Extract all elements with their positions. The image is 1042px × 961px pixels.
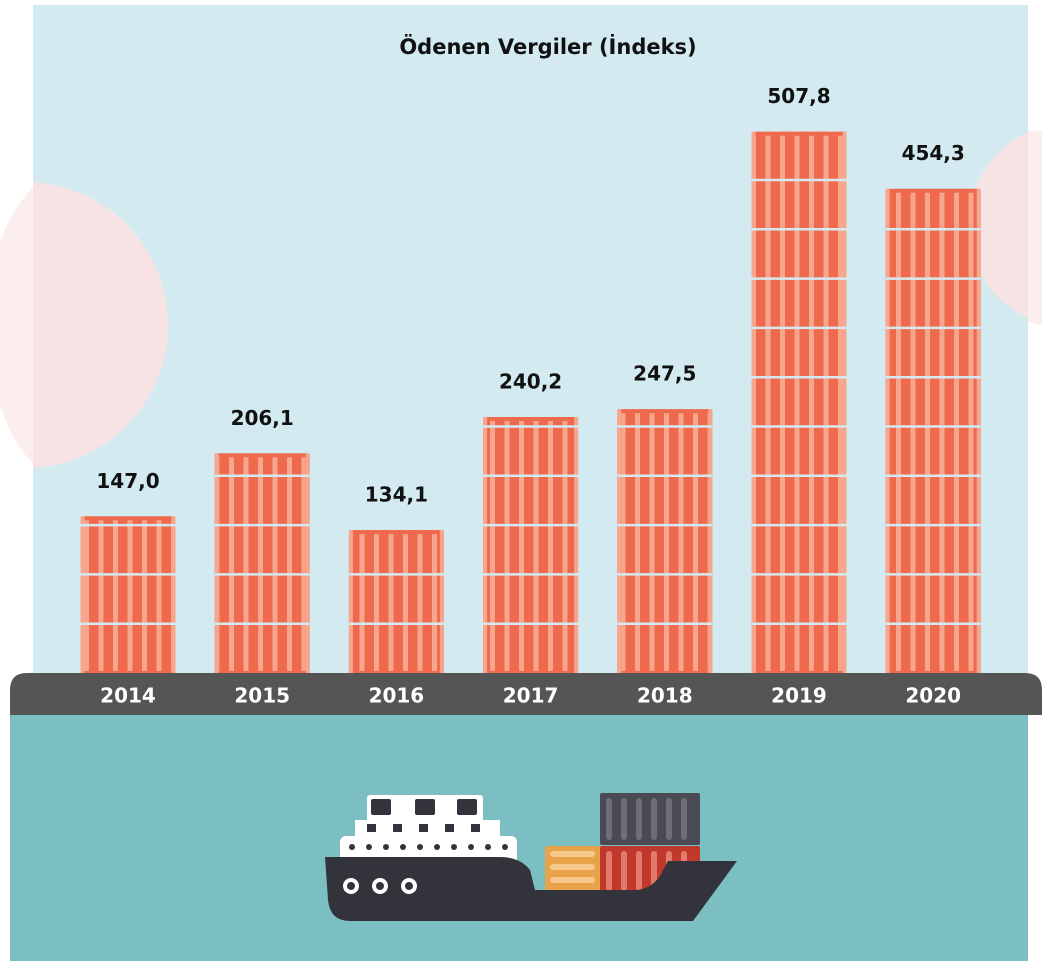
bar-edge xyxy=(349,530,353,673)
bar-stripes xyxy=(487,421,574,671)
x-tick-label: 2018 xyxy=(637,684,693,708)
chart: Ödenen Vergiler (İndeks) xyxy=(0,0,1042,961)
sea xyxy=(10,715,1028,961)
bar-edge xyxy=(617,409,621,673)
bar-edge xyxy=(81,516,85,673)
decor-circle xyxy=(1028,130,1042,326)
value-label: 454,3 xyxy=(902,141,965,165)
ship-window xyxy=(415,799,435,815)
decor-circle xyxy=(0,187,33,464)
value-label: 240,2 xyxy=(499,369,562,393)
ship-window xyxy=(457,799,477,815)
bar-edge xyxy=(574,417,578,673)
bar-stripes xyxy=(756,136,843,671)
bar-edge xyxy=(977,189,981,673)
ship-window xyxy=(371,799,391,815)
x-tick-label: 2014 xyxy=(100,684,156,708)
bar-stripes xyxy=(353,534,440,671)
bar-stripes xyxy=(890,193,977,671)
bar-stripes xyxy=(219,457,306,671)
bar-stripes xyxy=(85,520,172,671)
bar-edge xyxy=(886,189,890,673)
container-ribs xyxy=(550,851,595,883)
bar-edge xyxy=(306,453,310,673)
bar-edge xyxy=(215,453,219,673)
value-label: 134,1 xyxy=(365,483,428,507)
bar-edge xyxy=(708,409,712,673)
bar-edge xyxy=(440,530,444,673)
value-label: 147,0 xyxy=(96,469,159,493)
value-label: 247,5 xyxy=(633,362,696,386)
value-label: 507,8 xyxy=(767,84,830,108)
bar-edge xyxy=(172,516,176,673)
value-label: 206,1 xyxy=(231,406,294,430)
x-tick-label: 2016 xyxy=(369,684,425,708)
x-tick-label: 2017 xyxy=(503,684,559,708)
bar-edge xyxy=(752,132,756,673)
x-tick-label: 2020 xyxy=(905,684,961,708)
bar-edge xyxy=(843,132,847,673)
chart-title: Ödenen Vergiler (İndeks) xyxy=(399,34,696,59)
bar-edge xyxy=(483,417,487,673)
x-tick-label: 2015 xyxy=(234,684,290,708)
bar-stripes xyxy=(621,413,708,671)
x-tick-label: 2019 xyxy=(771,684,827,708)
ship-window xyxy=(462,862,508,884)
